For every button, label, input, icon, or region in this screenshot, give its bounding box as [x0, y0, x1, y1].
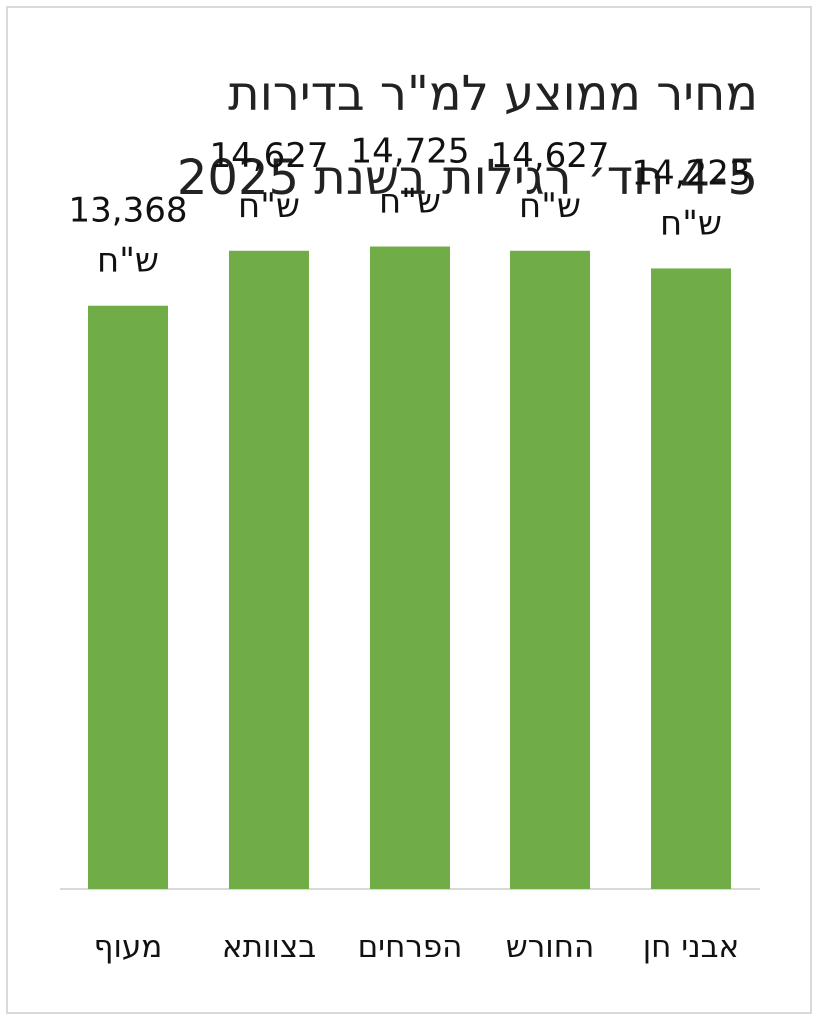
category-label-2: בצוותא: [222, 929, 316, 965]
bar-1: [88, 305, 168, 890]
bar-unit-label-4: ש"ח: [519, 186, 581, 226]
bar-value-label-5: 14,223: [632, 153, 751, 193]
bar-value-label-2: 14,627: [210, 136, 329, 176]
bar-value-label-4: 14,627: [491, 136, 610, 176]
bar-value-label-3: 14,725: [351, 132, 470, 172]
chart-title: מחיר ממוצע למ"ר בדירות 4-5 חד׳ רגילות בש…: [58, 52, 758, 220]
category-label-3: הפרחים: [358, 929, 463, 965]
bar-4: [510, 250, 590, 889]
chart-title-line-1: מחיר ממוצע למ"ר בדירות: [228, 66, 758, 122]
category-label-5: אבני חן: [643, 929, 740, 965]
bar-3: [370, 246, 450, 889]
bar-unit-label-5: ש"ח: [660, 203, 722, 243]
bar-5: [651, 268, 731, 889]
bar-unit-label-3: ש"ח: [379, 182, 441, 222]
bar-unit-label-1: ש"ח: [97, 241, 159, 281]
chart-title-line-2: 4-5 חד׳ רגילות בשנת 2025: [176, 150, 758, 206]
bar-value-label-1: 13,368: [69, 191, 188, 231]
category-label-1: מעוף: [94, 929, 163, 965]
bar-2: [229, 250, 309, 889]
category-label-4: החורש: [506, 929, 594, 965]
bar-unit-label-2: ש"ח: [238, 186, 300, 226]
